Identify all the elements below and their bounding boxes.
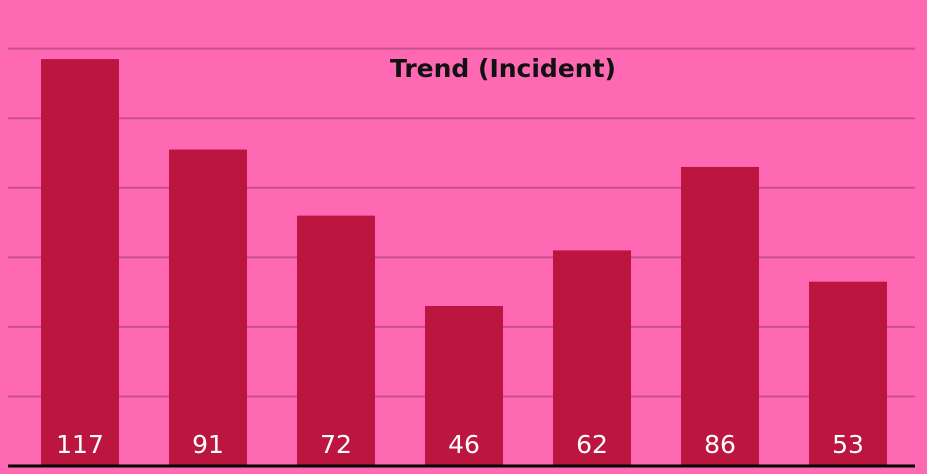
bar xyxy=(681,166,759,467)
bar xyxy=(41,59,119,466)
value-label: 117 xyxy=(56,430,104,459)
bar xyxy=(425,306,503,466)
value-label: 91 xyxy=(192,430,224,459)
bar xyxy=(169,149,247,467)
value-label: 72 xyxy=(320,430,352,459)
bar xyxy=(809,281,887,466)
bar xyxy=(553,250,631,466)
value-label: 62 xyxy=(576,430,608,459)
chart-title: Trend (Incident) xyxy=(390,54,616,83)
bar xyxy=(297,215,375,466)
value-label: 46 xyxy=(448,430,480,459)
value-label: 53 xyxy=(832,430,864,459)
value-label: 86 xyxy=(704,430,736,459)
